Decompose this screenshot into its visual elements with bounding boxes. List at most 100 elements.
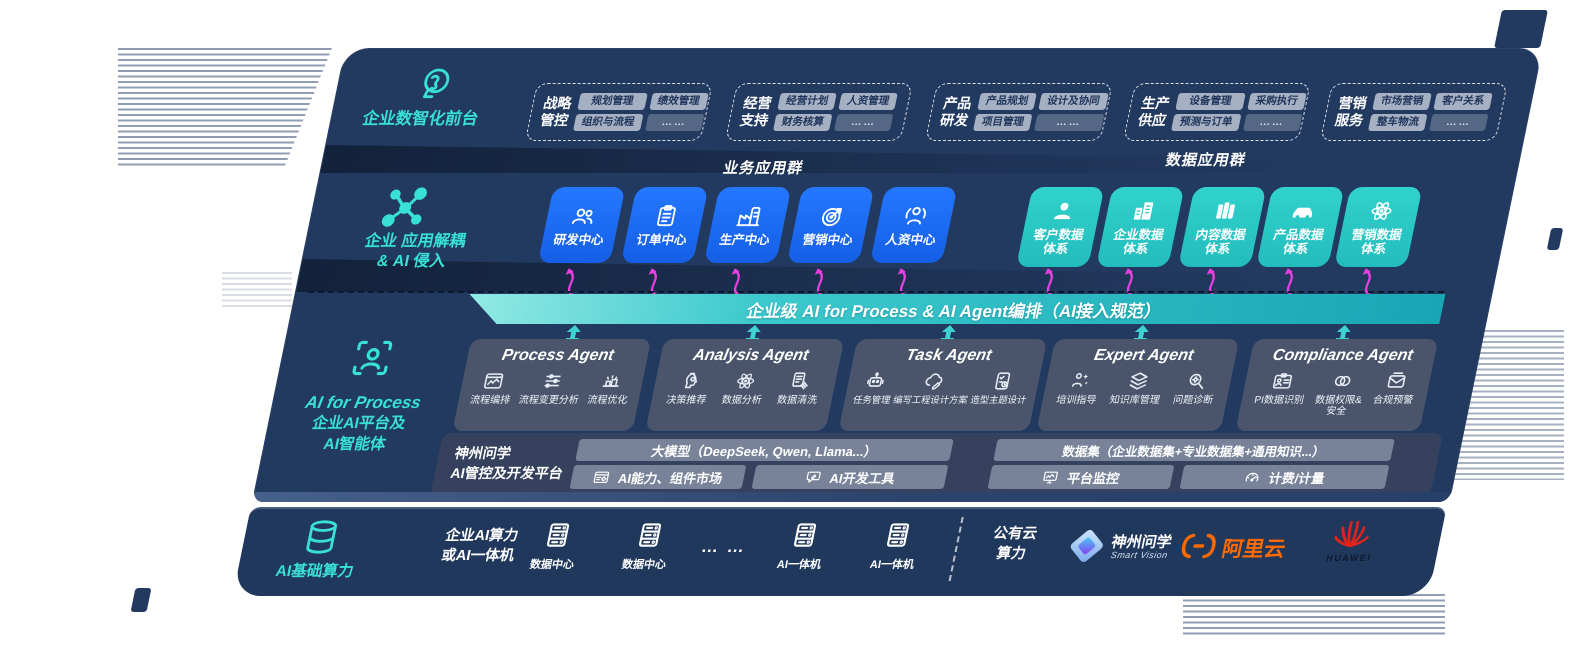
- files-icon: [1210, 198, 1241, 224]
- agent-capability-label: 决策推荐: [665, 395, 708, 406]
- app-tile-label: 营销中心: [801, 232, 855, 247]
- dev-platform-label: 神州问学 AI管控及开发平台: [449, 443, 569, 484]
- infra-ellipsis: … …: [699, 537, 749, 556]
- agent-capability-label: 编写工程设计方案: [892, 395, 969, 405]
- dev-platform-label-line2: AI管控及开发平台: [449, 465, 565, 482]
- app-tile: 企业数据 体系: [1096, 187, 1185, 267]
- infra-node-label: 数据中心: [620, 559, 668, 571]
- agent-capabilities: 流程编排 流程变更分析 流程优化: [460, 370, 637, 426]
- molecule-icon: [377, 185, 432, 231]
- decor-stripes-bottom-right: [1183, 594, 1445, 636]
- agent-capability: 编写工程设计方案: [892, 370, 974, 405]
- magenta-arrow: [1034, 263, 1064, 300]
- decouple-label-line2: & AI 侵入: [375, 253, 448, 270]
- app-tile-label: 营销数据 体系: [1350, 227, 1404, 256]
- diagnose-icon: [1184, 370, 1211, 392]
- decor-stripes-left: [222, 272, 292, 308]
- agent-capability: 数据权限& 安全: [1312, 370, 1368, 417]
- platform-tool-label: 平台监控: [1065, 470, 1121, 486]
- data-group-heading: 数据应用群: [1164, 152, 1248, 169]
- factory-icon: [734, 203, 765, 229]
- agent-title: Process Agent: [500, 347, 616, 364]
- team-icon: [568, 203, 599, 229]
- front-office-group-title: 营销 服务: [1333, 95, 1369, 128]
- infra-node: 数据中心: [602, 519, 693, 572]
- compute-label-line1: 企业AI算力: [443, 528, 520, 544]
- decor-accent-bottom-left: [130, 588, 152, 612]
- front-office-group: 生产 供应 设备管理 采购执行 预测与订单……: [1122, 83, 1311, 141]
- atom-icon: [1366, 198, 1397, 224]
- huawei-logo-icon: [1332, 519, 1372, 549]
- app-tile: 研发中心: [537, 187, 626, 263]
- front-office-item: ……: [644, 114, 704, 132]
- decouple-label-line1: 企业 应用解耦: [363, 233, 468, 250]
- agent-capability-label: 造型主题设计: [969, 395, 1028, 405]
- agent-capability: 数据分析: [720, 370, 767, 406]
- flow-chart-icon: [481, 370, 508, 392]
- dev-platform-panel: 神州问学 AI管控及开发平台 大模型（DeepSeek, Qwen, Llama…: [430, 433, 1443, 496]
- app-tile: 人资中心: [869, 187, 958, 263]
- infra-layer-label: AI基础算力: [274, 563, 356, 580]
- front-office-group-items: 规划管理 绩效管理 组织与流程……: [572, 92, 709, 132]
- building-icon: [1128, 198, 1159, 224]
- agent-capabilities: 决策推荐 数据分析 数据清洗: [653, 370, 830, 426]
- server-icon: [787, 519, 824, 551]
- front-office-item: 项目管理: [972, 114, 1033, 132]
- model-bar: 大模型（DeepSeek, Qwen, Llama...）: [575, 439, 954, 461]
- agent-capability: 造型主题设计: [969, 370, 1032, 405]
- magenta-arrow: [638, 263, 668, 300]
- decor-accent-right: [1546, 228, 1564, 250]
- front-office-item: 采购执行: [1246, 92, 1307, 110]
- app-tile-label: 研发中心: [552, 232, 606, 247]
- agent-title: Task Agent: [904, 347, 994, 364]
- cloud-edit-icon: [921, 370, 948, 392]
- magenta-arrow: [1274, 263, 1304, 300]
- server-icon: [880, 519, 917, 551]
- compute-label-line2: 或AI一体机: [439, 547, 516, 564]
- agent-capability-label: 合规预警: [1371, 395, 1415, 406]
- front-office-item: 组织与流程: [572, 114, 643, 132]
- platform-tool-label: 计费/计量: [1267, 470, 1327, 486]
- infra-node: 数据中心: [510, 519, 601, 572]
- infra-node-label: AI一体机: [775, 559, 823, 571]
- agent-box: Task Agent 任务管理 编写工程设计方案 造型主题设计: [838, 339, 1048, 431]
- agent-capability: 问题诊断: [1172, 370, 1219, 406]
- front-office-item: 规划管理: [577, 92, 648, 110]
- front-office-item: 预测与订单: [1170, 114, 1241, 132]
- agent-capability-label: 流程编排: [468, 395, 512, 406]
- app-tile: 营销数据 体系: [1334, 187, 1423, 267]
- infra-node-label: AI一体机: [868, 559, 916, 571]
- front-office-item: 产品规划: [977, 92, 1037, 110]
- front-office-item: 客户关系: [1433, 92, 1493, 110]
- front-office-group-title: 经营 支持: [738, 95, 774, 128]
- database-icon: [297, 517, 347, 557]
- front-office-layer-label: 企业数智化前台: [360, 110, 481, 128]
- shelf-shadow-1: [320, 145, 1522, 173]
- magenta-arrow: [555, 263, 585, 300]
- app-tile-label: 客户数据 体系: [1032, 227, 1086, 256]
- target-icon: [817, 203, 848, 229]
- front-office-item: ……: [1033, 114, 1104, 132]
- head-gear-icon: [677, 370, 704, 392]
- sliders-icon: [539, 370, 566, 392]
- person-frame-icon: [346, 336, 399, 380]
- agent-title: Expert Agent: [1092, 347, 1196, 364]
- chat-tools-icon: [803, 469, 823, 486]
- front-office-group-items: 市场营销 客户关系 整车物流……: [1367, 92, 1493, 132]
- agent-box: Analysis Agent 决策推荐 数据分析 数据清洗: [645, 339, 845, 431]
- app-tile: 营销中心: [786, 187, 875, 263]
- app-tile: 生产中心: [703, 187, 792, 263]
- front-office-group: 战略 管控 规划管理 绩效管理 组织与流程……: [524, 83, 713, 141]
- ai-platform-layer-label: AI for Process 企业AI平台及 AI智能体: [264, 392, 453, 455]
- front-office-item: 整车物流: [1367, 114, 1428, 132]
- alibaba-cloud-logo-icon: [1178, 531, 1220, 561]
- app-tile-label: 生产中心: [718, 232, 772, 247]
- car-icon: [1288, 198, 1319, 224]
- link-rings-icon: [1329, 370, 1356, 392]
- magenta-arrow: [721, 263, 751, 300]
- smart-vision-logo-name: 神州问学: [1109, 534, 1174, 551]
- agent-capability: 流程优化: [586, 370, 633, 406]
- platform-tool: AI能力、组件市场: [569, 465, 747, 489]
- public-cloud-line2: 算力: [995, 545, 1028, 562]
